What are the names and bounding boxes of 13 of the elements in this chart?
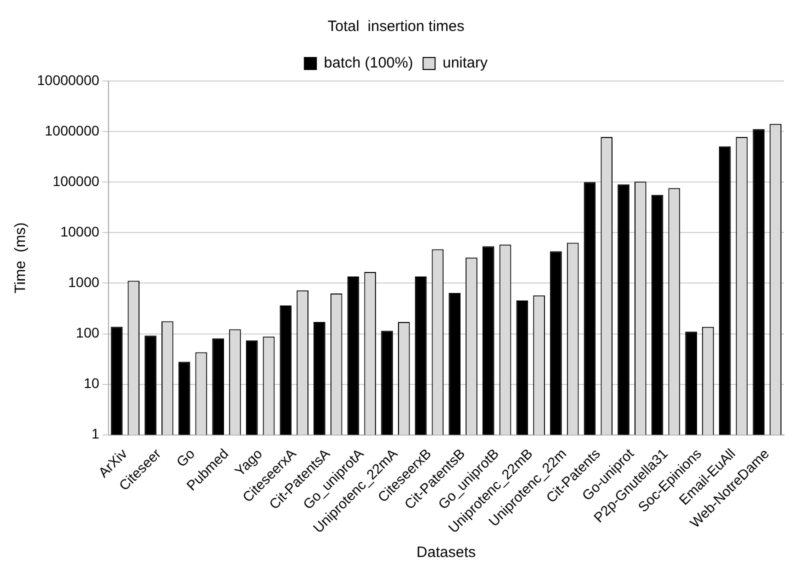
y-tick-label: 10000 (60, 224, 100, 240)
y-axis-title: Time (ms) (12, 222, 30, 294)
chart-title: Total insertion times (328, 18, 464, 36)
y-tick-label: 1000 (68, 274, 100, 290)
y-tick-label: 1000000 (44, 122, 100, 138)
y-tick-label: 100000 (52, 172, 100, 189)
y-tick-label: 1 (91, 426, 100, 442)
x-axis-title: Datasets (416, 544, 476, 562)
y-tick-label: 10000000 (36, 72, 100, 88)
legend-label: batch (100%) (324, 54, 414, 72)
y-tick-label: 10 (84, 375, 100, 392)
y-tick-label: 100 (76, 324, 100, 341)
legend-label: unitary (442, 54, 488, 72)
